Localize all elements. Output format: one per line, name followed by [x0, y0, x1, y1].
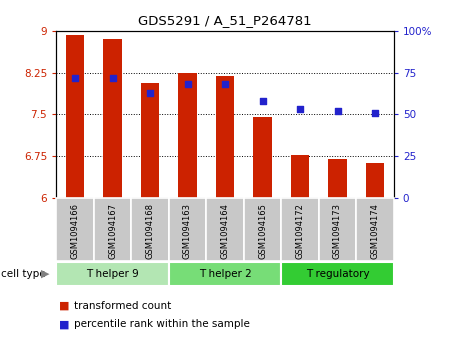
Text: GSM1094164: GSM1094164	[220, 203, 230, 259]
Bar	[281, 262, 394, 286]
Point	[221, 81, 229, 87]
Text: ▶: ▶	[41, 269, 50, 279]
Text: GSM1094168: GSM1094168	[145, 203, 154, 259]
Text: percentile rank within the sample: percentile rank within the sample	[74, 319, 250, 329]
Bar	[291, 155, 310, 198]
Bar	[94, 198, 131, 261]
Bar	[244, 198, 281, 261]
Point	[297, 106, 304, 112]
Bar	[169, 262, 281, 286]
Bar	[66, 35, 85, 198]
Text: GSM1094173: GSM1094173	[333, 203, 342, 259]
Point	[334, 108, 341, 114]
Text: GSM1094166: GSM1094166	[71, 203, 80, 259]
Bar	[178, 73, 197, 198]
Bar	[328, 159, 347, 198]
Text: T helper 2: T helper 2	[198, 269, 252, 279]
Text: cell type: cell type	[1, 269, 46, 279]
Text: ■: ■	[58, 301, 69, 311]
Point	[72, 75, 79, 81]
Point	[146, 90, 153, 95]
Text: GSM1094172: GSM1094172	[296, 203, 305, 259]
Title: GDS5291 / A_51_P264781: GDS5291 / A_51_P264781	[138, 14, 312, 27]
Text: GSM1094167: GSM1094167	[108, 203, 117, 259]
Point	[184, 81, 191, 87]
Bar	[56, 262, 169, 286]
Point	[109, 75, 116, 81]
Bar	[56, 198, 94, 261]
Bar	[253, 117, 272, 198]
Text: GSM1094163: GSM1094163	[183, 203, 192, 259]
Bar	[140, 83, 159, 198]
Bar	[365, 163, 384, 198]
Bar	[169, 198, 206, 261]
Text: T regulatory: T regulatory	[306, 269, 369, 279]
Bar	[206, 198, 244, 261]
Bar	[103, 39, 122, 198]
Text: T helper 9: T helper 9	[86, 269, 139, 279]
Bar	[216, 77, 234, 198]
Bar	[319, 198, 356, 261]
Bar	[281, 198, 319, 261]
Text: ■: ■	[58, 319, 69, 329]
Text: GSM1094174: GSM1094174	[370, 203, 379, 259]
Point	[371, 110, 378, 115]
Point	[259, 98, 266, 104]
Text: GSM1094165: GSM1094165	[258, 203, 267, 259]
Bar	[356, 198, 394, 261]
Bar	[131, 198, 169, 261]
Text: transformed count: transformed count	[74, 301, 171, 311]
